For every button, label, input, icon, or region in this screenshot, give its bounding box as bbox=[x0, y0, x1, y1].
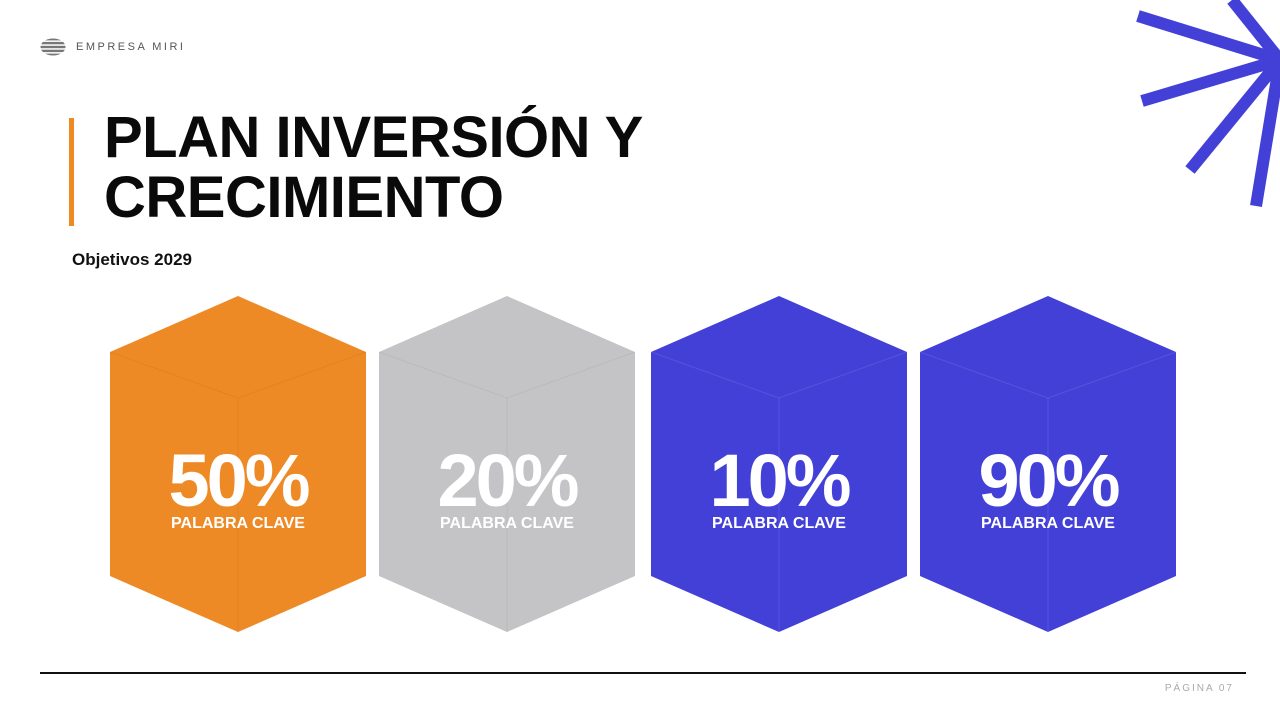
cube-1: 50% PALABRA CLAVE bbox=[110, 296, 366, 632]
cube-1-label: PALABRA CLAVE bbox=[171, 515, 305, 532]
cube-2-value: 20% bbox=[437, 439, 579, 522]
cube-4-shape bbox=[920, 296, 1176, 632]
cube-3-shape bbox=[651, 296, 907, 632]
cube-4-value: 90% bbox=[978, 439, 1120, 522]
cube-2-label: PALABRA CLAVE bbox=[440, 515, 574, 532]
cube-1-shape bbox=[110, 296, 366, 632]
page-title: PLAN INVERSIÓN Y CRECIMIENTO bbox=[104, 108, 643, 228]
starburst-icon bbox=[1136, 0, 1280, 207]
cube-1-value: 50% bbox=[168, 439, 310, 522]
cube-4-body bbox=[920, 296, 1176, 632]
footer-divider bbox=[40, 672, 1246, 674]
cube-4-label: PALABRA CLAVE bbox=[981, 515, 1115, 532]
cube-2-shape bbox=[379, 296, 635, 632]
cube-1-body bbox=[110, 296, 366, 632]
subtitle: Objetivos 2029 bbox=[72, 250, 193, 269]
title-accent-bar bbox=[69, 118, 74, 226]
header: EMPRESA MIRI bbox=[40, 38, 185, 56]
cube-2: 20% PALABRA CLAVE bbox=[379, 296, 635, 632]
cube-3: 10% PALABRA CLAVE bbox=[651, 296, 907, 632]
brand-name: EMPRESA MIRI bbox=[76, 41, 186, 53]
striped-circle-icon bbox=[40, 38, 66, 56]
cube-3-label: PALABRA CLAVE bbox=[712, 515, 846, 532]
page-number: PÁGINA 07 bbox=[1164, 683, 1234, 694]
title-line-1: PLAN INVERSIÓN Y bbox=[104, 105, 643, 170]
cube-4: 90% PALABRA CLAVE bbox=[920, 296, 1176, 632]
cube-3-body bbox=[651, 296, 907, 632]
cube-2-body bbox=[379, 296, 635, 632]
title-line-2: CRECIMIENTO bbox=[104, 165, 504, 230]
cube-3-value: 10% bbox=[709, 439, 851, 522]
